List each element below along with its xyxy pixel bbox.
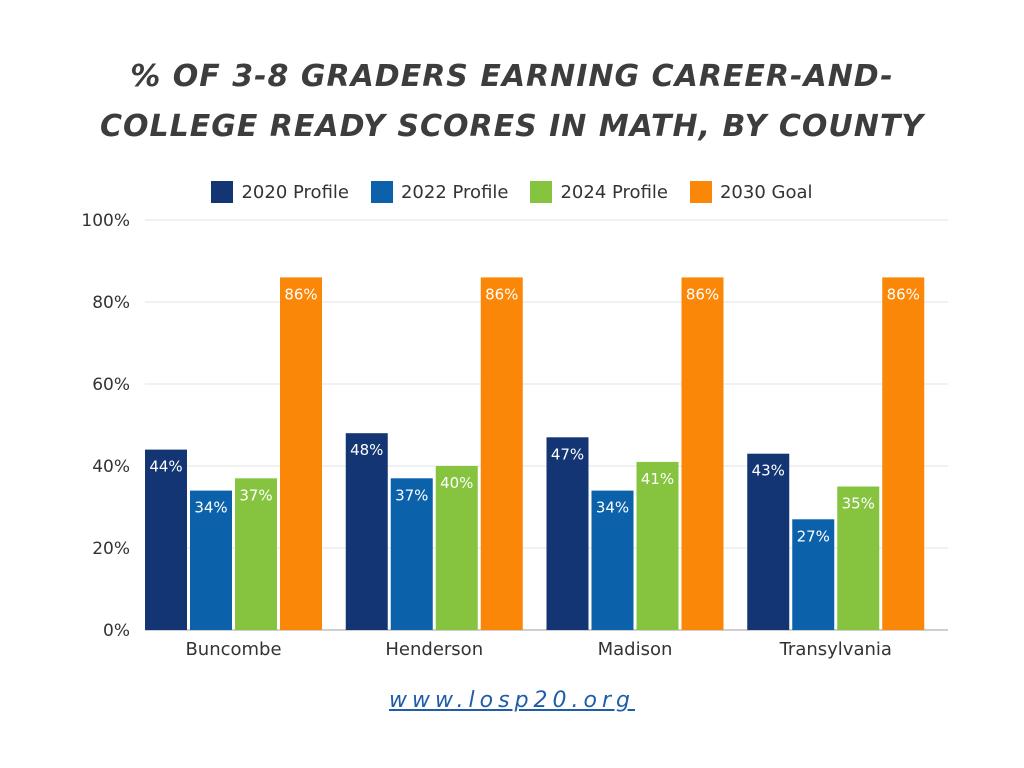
data-label: 86% xyxy=(686,285,719,303)
data-label: 27% xyxy=(797,527,830,545)
legend-label: 2020 Profile xyxy=(241,181,349,203)
legend-label: 2030 Goal xyxy=(719,181,813,203)
legend-swatch xyxy=(370,181,393,203)
y-tick-label: 0% xyxy=(103,621,130,641)
legend-swatch xyxy=(211,181,234,203)
legend-label: 2022 Profile xyxy=(400,181,509,203)
bar xyxy=(390,478,433,630)
bar xyxy=(636,461,679,630)
data-label: 86% xyxy=(485,285,518,303)
chart-legend: 2020 Profile 2022 Profile 2024 Profile 2… xyxy=(0,181,1024,203)
data-label: 35% xyxy=(842,495,875,513)
legend-swatch xyxy=(689,181,712,203)
chart-title-line-1: % OF 3-8 GRADERS EARNING CAREER-AND- xyxy=(130,59,894,94)
data-label: 86% xyxy=(284,285,317,303)
bar xyxy=(837,486,880,630)
data-label: 34% xyxy=(194,499,227,517)
data-label: 40% xyxy=(440,474,473,492)
bar xyxy=(435,466,478,630)
legend-item-2024-profile: 2024 Profile xyxy=(530,181,668,203)
y-tick-label: 60% xyxy=(92,375,130,395)
x-tick-label: Henderson xyxy=(385,639,483,660)
bar xyxy=(882,277,925,630)
y-tick-label: 100% xyxy=(81,211,130,231)
bar xyxy=(190,490,232,630)
y-tick-label: 20% xyxy=(92,539,130,559)
bar xyxy=(792,519,835,630)
chart-title-line-2: COLLEGE READY SCORES IN MATH, BY COUNTY xyxy=(99,109,925,144)
x-tick-label: Buncombe xyxy=(185,639,281,660)
legend-swatch xyxy=(530,181,553,203)
data-label: 48% xyxy=(350,441,383,459)
x-tick-label: Madison xyxy=(598,639,673,660)
data-label: 47% xyxy=(551,445,584,463)
bar xyxy=(747,453,790,630)
chart-title: % OF 3-8 GRADERS EARNING CAREER-AND- COL… xyxy=(0,52,1024,152)
bar xyxy=(546,437,589,630)
legend-item-2020-profile: 2020 Profile xyxy=(211,181,349,203)
legend-label: 2024 Profile xyxy=(560,181,668,203)
y-tick-label: 40% xyxy=(92,457,130,477)
bar xyxy=(591,490,634,630)
bar xyxy=(235,478,277,630)
data-label: 37% xyxy=(239,486,272,504)
legend-item-2022-profile: 2022 Profile xyxy=(370,181,509,203)
data-label: 43% xyxy=(752,462,785,480)
bar xyxy=(480,277,523,630)
y-tick-label: 80% xyxy=(92,293,130,313)
bar xyxy=(145,449,187,630)
x-tick-label: Transylvania xyxy=(779,639,892,660)
bar xyxy=(345,433,388,630)
data-label: 41% xyxy=(641,470,674,488)
data-label: 34% xyxy=(596,499,629,517)
legend-item-2030-goal: 2030 Goal xyxy=(689,181,813,203)
data-label: 37% xyxy=(395,486,428,504)
website-link[interactable]: www.losp20.org xyxy=(388,688,636,713)
data-label: 86% xyxy=(887,285,920,303)
bar xyxy=(280,277,322,630)
bar xyxy=(681,277,724,630)
data-label: 44% xyxy=(149,458,182,476)
